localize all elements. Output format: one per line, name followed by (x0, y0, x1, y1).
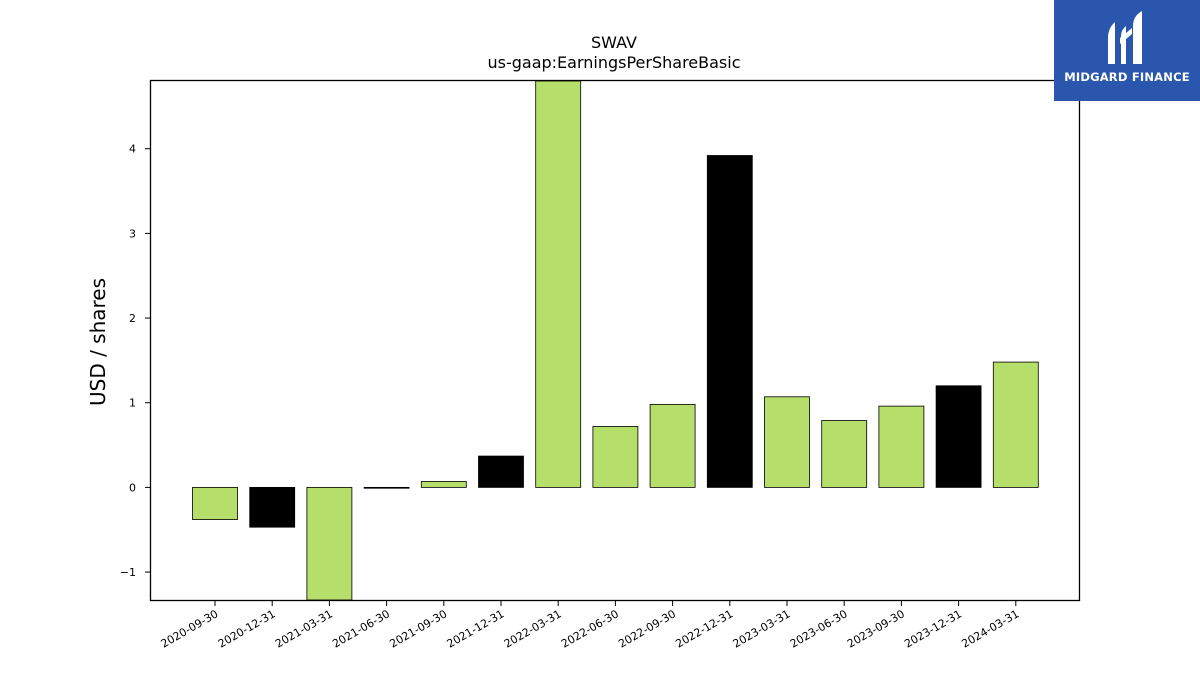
x-tick-label: 2023-09-30 (845, 607, 907, 650)
x-tick-label: 2020-09-30 (159, 607, 221, 650)
y-tick-label: 2 (129, 312, 136, 325)
chart-title: SWAV (591, 33, 637, 52)
bar-2021-12-31 (478, 455, 524, 488)
y-tick-label: 0 (129, 481, 136, 494)
x-tick-label: 2021-03-31 (273, 607, 335, 650)
bar-2022-09-30 (649, 404, 696, 488)
bar-2021-03-31 (306, 486, 353, 601)
x-tick-label: 2022-12-31 (673, 607, 735, 650)
bar-2023-09-30 (878, 405, 925, 488)
y-ticks-group: −1 0 1 2 3 4 (120, 143, 151, 579)
bar-2023-12-31 (935, 385, 982, 488)
bar-2021-09-30 (420, 481, 467, 488)
bar-2021-06-30 (363, 486, 410, 489)
y-tick-label: 1 (129, 397, 136, 410)
x-tick-label: 2023-12-31 (902, 607, 964, 650)
x-tick-label: 2024-03-31 (959, 607, 1021, 650)
y-axis-label: USD / shares (86, 278, 110, 406)
x-tick-label: 2021-12-31 (445, 607, 507, 650)
bar-2022-06-30 (592, 426, 639, 488)
x-tick-label: 2022-09-30 (616, 607, 678, 650)
bars-group (192, 80, 1039, 601)
x-tick-label: 2021-09-30 (387, 607, 449, 650)
logo-text: MIDGARD FINANCE (1064, 70, 1190, 84)
y-tick-label: 4 (129, 143, 136, 156)
chart-subtitle: us-gaap:EarningsPerShareBasic (487, 53, 740, 72)
bar-2020-12-31 (249, 486, 296, 528)
x-tick-label: 2023-03-31 (731, 607, 793, 650)
x-tick-label: 2021-06-30 (330, 607, 392, 650)
logo-mark-icon (1108, 11, 1142, 64)
x-tick-label: 2022-06-30 (559, 607, 621, 650)
x-tick-label: 2020-12-31 (216, 607, 278, 650)
bar-2022-03-31 (535, 80, 582, 488)
bar-2020-09-30 (192, 486, 238, 520)
bar-2024-03-31 (992, 361, 1039, 488)
bar-2023-06-30 (821, 420, 868, 488)
bar-2022-12-31 (706, 155, 753, 488)
plot-frame (149, 79, 1081, 602)
x-tick-label: 2022-03-31 (502, 607, 564, 650)
x-ticks-group: 2020-09-302020-12-312021-03-312021-06-30… (159, 600, 1021, 651)
y-tick-label: 3 (129, 227, 136, 240)
bar-2023-03-31 (764, 396, 810, 488)
midgard-finance-logo: MIDGARD FINANCE (1054, 0, 1200, 101)
x-tick-label: 2023-06-30 (788, 607, 850, 650)
y-tick-label: −1 (120, 566, 136, 579)
